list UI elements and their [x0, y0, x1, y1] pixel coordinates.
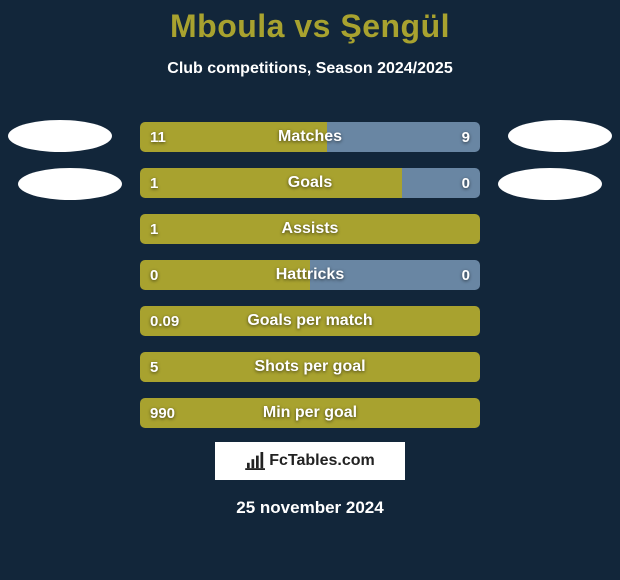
page-title: Mboula vs Şengül: [0, 8, 620, 45]
player-right-avatar-2: [498, 168, 602, 200]
stat-value-left: 0: [150, 260, 158, 290]
stat-value-left: 1: [150, 168, 158, 198]
stat-row: 0.09Goals per match: [140, 306, 480, 336]
brand-badge: FcTables.com: [215, 442, 405, 480]
stat-bar-left: [140, 260, 310, 290]
stat-value-left: 11: [150, 122, 166, 152]
page-subtitle: Club competitions, Season 2024/2025: [0, 60, 620, 78]
stat-bar-left: [140, 306, 480, 336]
stat-bar-left: [140, 122, 327, 152]
stat-value-right: 0: [462, 168, 470, 198]
stat-row: 5Shots per goal: [140, 352, 480, 382]
stat-row: 119Matches: [140, 122, 480, 152]
stat-row: 990Min per goal: [140, 398, 480, 428]
bar-chart-icon: [245, 452, 267, 470]
stat-value-left: 990: [150, 398, 175, 428]
stat-row: 10Goals: [140, 168, 480, 198]
brand-text: FcTables.com: [269, 452, 375, 470]
date-text: 25 november 2024: [0, 498, 620, 518]
player-left-avatar-2: [18, 168, 122, 200]
stat-value-right: 0: [462, 260, 470, 290]
stat-bar-left: [140, 168, 402, 198]
stat-bar-left: [140, 398, 480, 428]
stat-bar-right: [327, 122, 480, 152]
stat-value-right: 9: [462, 122, 470, 152]
player-right-avatar-1: [508, 120, 612, 152]
stat-bar-left: [140, 214, 480, 244]
stat-row: 00Hattricks: [140, 260, 480, 290]
stat-bar-right: [310, 260, 480, 290]
stat-bar-left: [140, 352, 480, 382]
player-left-avatar-1: [8, 120, 112, 152]
stat-value-left: 5: [150, 352, 158, 382]
stat-row: 1Assists: [140, 214, 480, 244]
stats-bars: 119Matches10Goals1Assists00Hattricks0.09…: [140, 122, 480, 444]
stat-value-left: 0.09: [150, 306, 179, 336]
stat-value-left: 1: [150, 214, 158, 244]
